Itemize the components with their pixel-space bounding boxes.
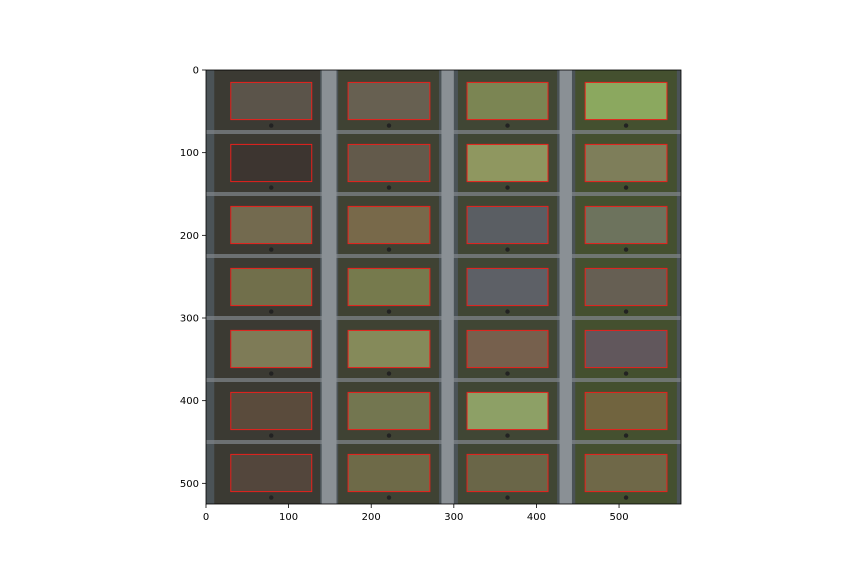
x-axis: 0 100 200 300 400 500: [203, 504, 629, 523]
x-tick-label: 0: [203, 512, 209, 523]
plot-roi: [347, 143, 431, 183]
marker-dot: [505, 247, 510, 252]
marker-dot: [505, 309, 510, 314]
marker-dot: [505, 371, 510, 376]
plot-roi: [466, 391, 549, 431]
plot-roi: [466, 267, 549, 307]
plot-roi: [584, 143, 668, 183]
plot-roi: [466, 453, 549, 493]
marker-dot: [269, 185, 274, 190]
x-tick-label: 200: [362, 512, 381, 523]
plot-roi: [230, 329, 313, 369]
plot-regions: [230, 81, 668, 500]
x-tick-label: 400: [527, 512, 546, 523]
marker-dot: [505, 185, 510, 190]
y-tick-label: 0: [193, 66, 199, 77]
plot-roi: [466, 205, 549, 245]
plot-roi: [466, 143, 549, 183]
marker-dot: [386, 185, 392, 190]
plot-roi: [347, 267, 431, 307]
road: [441, 70, 454, 504]
image-frame: [205, 69, 682, 505]
plot-roi: [584, 81, 668, 121]
marker-dot: [386, 247, 392, 252]
plot-roi: [584, 205, 668, 245]
marker-dot: [623, 433, 629, 438]
marker-dot: [269, 309, 274, 314]
plot-roi: [230, 391, 313, 431]
plot-roi: [466, 81, 549, 121]
marker-dot: [623, 371, 629, 376]
y-axis: 0 100 200 300 400 500: [180, 66, 206, 490]
x-tick-label: 300: [444, 512, 463, 523]
plot-roi: [230, 143, 313, 183]
plot-roi: [584, 391, 668, 431]
marker-dot: [386, 433, 392, 438]
road: [321, 70, 337, 504]
marker-dot: [386, 123, 392, 128]
aerial-image: [206, 70, 681, 504]
y-tick-label: 200: [180, 231, 199, 242]
marker-dot: [269, 123, 274, 128]
marker-dot: [269, 371, 274, 376]
plot-roi: [230, 205, 313, 245]
marker-dot: [269, 433, 274, 438]
marker-dot: [623, 309, 629, 314]
plot-roi: [347, 329, 431, 369]
plot-roi: [230, 267, 313, 307]
marker-dot: [623, 495, 629, 500]
plot-roi: [584, 453, 668, 493]
marker-dot: [386, 371, 392, 376]
plot-roi: [347, 205, 431, 245]
marker-dot: [269, 247, 274, 252]
x-tick-label: 100: [279, 512, 298, 523]
marker-dot: [386, 309, 392, 314]
y-tick-label: 400: [180, 396, 199, 407]
y-tick-label: 300: [180, 314, 199, 325]
plot-roi: [347, 391, 431, 431]
marker-dot: [623, 185, 629, 190]
marker-dot: [623, 247, 629, 252]
plot-roi: [230, 453, 313, 493]
plot-roi: [584, 267, 668, 307]
roads: [206, 70, 681, 504]
road: [559, 70, 572, 504]
marker-dot: [386, 495, 392, 500]
marker-dot: [505, 433, 510, 438]
marker-dot: [505, 495, 510, 500]
y-tick-label: 500: [180, 479, 199, 490]
plot-roi: [347, 81, 431, 121]
plot-roi: [466, 329, 549, 369]
plot-roi: [584, 329, 668, 369]
x-tick-label: 500: [609, 512, 628, 523]
marker-dot: [623, 123, 629, 128]
y-tick-label: 100: [180, 148, 199, 159]
plot-roi: [347, 453, 431, 493]
plot-roi: [230, 81, 313, 121]
marker-dot: [269, 495, 274, 500]
marker-dot: [505, 123, 510, 128]
